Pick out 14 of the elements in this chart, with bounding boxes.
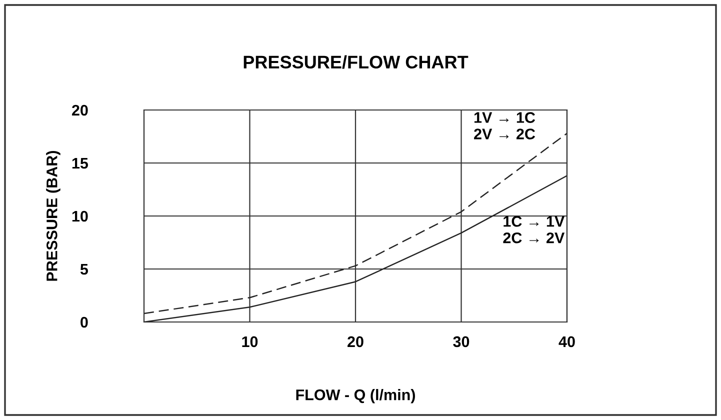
x-tick-label: 10 (242, 336, 258, 348)
series-label: 1V → 1C 2V → 2C (474, 112, 536, 140)
y-tick-label: 5 (80, 264, 88, 275)
x-axis-title: FLOW - Q (l/min) (296, 389, 415, 404)
x-tick-label: 40 (558, 336, 575, 348)
y-axis-title: PRESSURE (BAR) (46, 150, 60, 281)
x-tick-label: 30 (453, 336, 470, 348)
y-tick-label: 20 (72, 104, 88, 116)
y-tick-label: 15 (72, 158, 88, 169)
series-label: 1C → 1V 2C → 2V (503, 216, 565, 244)
chart-title: PRESSURE/FLOW CHART (244, 55, 468, 69)
y-tick-label: 0 (80, 316, 88, 328)
y-tick-label: 10 (72, 210, 88, 222)
x-tick-label: 20 (348, 336, 364, 348)
